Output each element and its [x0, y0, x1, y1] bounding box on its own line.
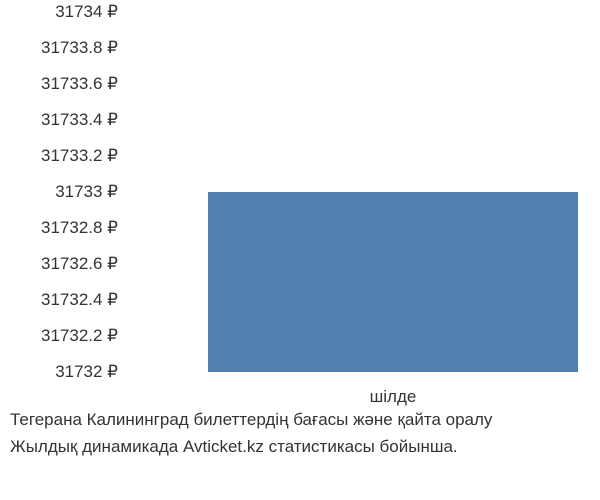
- y-axis-label: 31732.8 ₽: [41, 218, 118, 238]
- bar: [208, 192, 578, 372]
- y-axis-label: 31733.4 ₽: [41, 110, 118, 130]
- caption: Тегерана Калининград билеттердің бағасы …: [10, 407, 590, 460]
- caption-line1: Тегерана Калининград билеттердің бағасы …: [10, 407, 590, 433]
- y-axis-label: 31733.8 ₽: [41, 38, 118, 58]
- y-axis-label: 31732 ₽: [55, 362, 118, 382]
- y-axis-label: 31732.6 ₽: [41, 254, 118, 274]
- plot-area: шілде: [128, 12, 588, 372]
- y-axis-label: 31734 ₽: [55, 2, 118, 22]
- y-axis: 31734 ₽31733.8 ₽31733.6 ₽31733.4 ₽31733.…: [10, 12, 128, 372]
- caption-line2: Жылдық динамикада Avticket.kz статистика…: [10, 434, 590, 460]
- y-axis-label: 31732.4 ₽: [41, 290, 118, 310]
- y-axis-label: 31733 ₽: [55, 182, 118, 202]
- y-axis-label: 31733.2 ₽: [41, 146, 118, 166]
- y-axis-label: 31733.6 ₽: [41, 74, 118, 94]
- y-axis-label: 31732.2 ₽: [41, 326, 118, 346]
- chart-container: 31734 ₽31733.8 ₽31733.6 ₽31733.4 ₽31733.…: [10, 12, 590, 392]
- x-axis-label: шілде: [370, 387, 417, 407]
